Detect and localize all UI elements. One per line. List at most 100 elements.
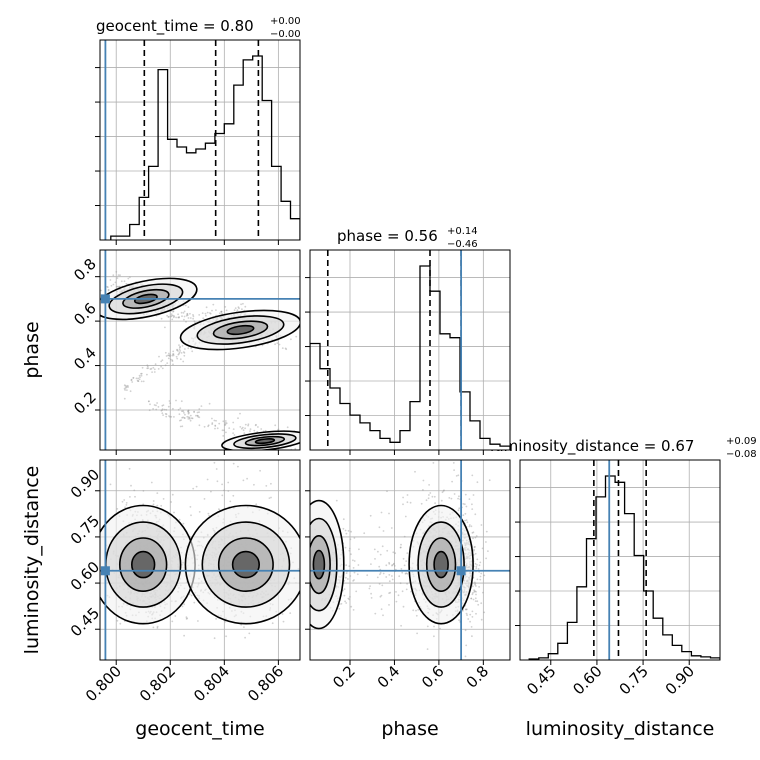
sample-point: [410, 590, 412, 593]
sample-point: [471, 508, 474, 510]
sample-point: [404, 515, 407, 518]
sample-point: [117, 274, 120, 276]
sample-point: [464, 512, 467, 515]
sample-point: [249, 430, 251, 432]
sample-point: [123, 499, 126, 501]
sample-point: [168, 352, 170, 355]
sample-point: [481, 547, 484, 550]
sample-point: [402, 557, 405, 560]
sample-point: [167, 405, 170, 408]
sample-point: [152, 366, 155, 369]
sample-point: [178, 518, 181, 521]
sample-point: [203, 425, 206, 428]
sample-point: [285, 348, 288, 351]
sample-point: [370, 563, 372, 565]
sample-point: [448, 497, 451, 499]
sample-point: [126, 384, 129, 387]
sample-point: [381, 584, 384, 587]
sample-point: [182, 351, 185, 353]
sample-point: [415, 609, 417, 612]
sample-point: [232, 432, 235, 434]
sample-point: [187, 317, 190, 319]
sample-point: [399, 546, 402, 549]
sample-point: [457, 509, 460, 512]
sample-point: [472, 494, 475, 496]
sample-point: [179, 358, 182, 361]
sample-point: [382, 530, 385, 532]
panel-geocent_time-geocent_time: [95, 39, 301, 245]
sample-point: [412, 609, 415, 612]
sample-point: [224, 422, 227, 424]
sample-point: [378, 526, 381, 529]
sample-point: [442, 490, 445, 492]
xlabel-luminosity-distance: luminosity_distance: [526, 718, 715, 740]
sample-point: [474, 597, 477, 600]
sample-point: [146, 364, 149, 367]
sample-point: [278, 343, 281, 346]
sample-point: [471, 474, 474, 477]
sample-point: [176, 357, 179, 360]
sample-point: [457, 497, 459, 500]
sample-point: [184, 348, 186, 350]
sample-point: [370, 597, 373, 599]
sample-point: [470, 597, 473, 600]
sample-point: [474, 513, 477, 516]
sample-point: [234, 307, 237, 309]
sample-point: [369, 585, 371, 587]
sample-point: [211, 417, 213, 420]
sample-point: [477, 568, 480, 570]
sample-point: [182, 416, 185, 419]
sample-point: [474, 552, 477, 555]
sample-point: [146, 365, 149, 368]
sample-point: [170, 501, 173, 503]
sample-point: [476, 578, 479, 581]
sample-point: [227, 481, 230, 484]
sample-point: [211, 423, 214, 425]
sample-point: [209, 312, 212, 315]
sample-point: [478, 564, 481, 567]
sample-point: [124, 506, 126, 509]
sample-point: [465, 608, 467, 611]
sample-point: [433, 635, 435, 638]
contour-level: [131, 550, 156, 579]
sample-point: [268, 497, 271, 499]
sample-point: [402, 503, 404, 506]
sample-point: [370, 592, 372, 595]
sample-point: [244, 305, 247, 308]
sample-point: [377, 550, 379, 553]
sample-point: [473, 591, 476, 593]
sample-point: [170, 314, 173, 317]
sample-point: [183, 315, 186, 318]
sample-point: [480, 602, 483, 605]
sample-point: [154, 363, 157, 366]
sample-point: [355, 590, 358, 593]
sample-point: [427, 497, 430, 500]
panel-geocent_time-phase: 0.2 0.4 0.6 0.8: [70, 249, 301, 455]
sample-point: [227, 490, 230, 492]
sample-point: [470, 626, 473, 628]
sample-point: [244, 427, 247, 430]
sample-point: [188, 416, 191, 419]
sample-point: [388, 512, 390, 515]
sample-point: [131, 381, 134, 383]
sample-point: [345, 602, 348, 604]
sample-point: [172, 407, 174, 410]
sample-point: [169, 416, 171, 418]
sample-point: [265, 485, 268, 487]
sample-point: [168, 315, 170, 318]
sample-point: [414, 470, 416, 473]
sample-point: [172, 354, 175, 357]
sample-point: [390, 527, 393, 529]
sample-point: [398, 575, 401, 578]
sample-point: [124, 387, 127, 389]
sample-point: [473, 581, 476, 584]
sample-point: [432, 462, 435, 464]
sample-point: [182, 360, 185, 363]
sample-point: [401, 571, 404, 574]
sample-point: [380, 511, 383, 514]
sample-point: [198, 408, 201, 410]
sample-point: [222, 420, 225, 423]
sample-point: [130, 379, 133, 382]
sample-point: [465, 519, 468, 521]
sample-point: [109, 483, 112, 486]
